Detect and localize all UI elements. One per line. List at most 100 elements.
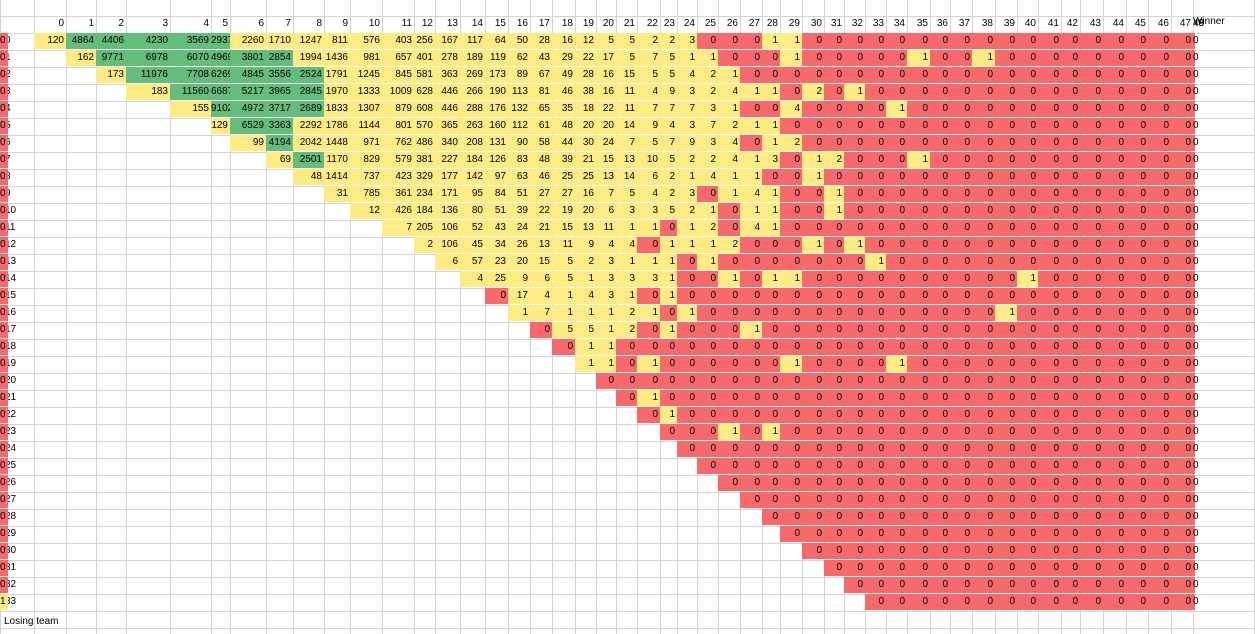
data-cell[interactable]: 6 — [637, 169, 660, 185]
data-cell[interactable]: 0 — [1038, 237, 1061, 253]
data-cell[interactable]: 0 — [762, 101, 780, 117]
data-cell[interactable]: 0 — [1126, 237, 1148, 253]
data-cell[interactable]: 423 — [382, 169, 414, 185]
data-cell[interactable]: 0 — [1148, 169, 1171, 185]
data-cell[interactable]: 0 — [1103, 271, 1126, 287]
data-cell[interactable]: 0 — [1193, 50, 1199, 66]
data-cell[interactable]: 0 — [1061, 407, 1080, 423]
data-cell[interactable]: 3965 — [266, 84, 293, 100]
data-cell[interactable]: 1170 — [324, 152, 350, 168]
data-cell[interactable]: 0 — [824, 424, 844, 440]
data-cell[interactable]: 0 — [865, 305, 886, 321]
data-cell[interactable]: 0 — [950, 390, 972, 406]
data-cell[interactable]: 0 — [1038, 594, 1061, 610]
data-cell[interactable]: 0 — [0, 560, 8, 576]
data-cell[interactable]: 0 — [1080, 373, 1103, 389]
data-cell[interactable]: 1 — [740, 169, 762, 185]
data-cell[interactable]: 106 — [435, 237, 460, 253]
data-cell[interactable]: 0 — [844, 186, 865, 202]
data-cell[interactable]: 0 — [677, 356, 697, 372]
data-cell[interactable]: 0 — [1038, 254, 1061, 270]
data-cell[interactable]: 0 — [0, 33, 8, 49]
data-cell[interactable]: 0 — [930, 101, 950, 117]
data-cell[interactable]: 142 — [460, 169, 485, 185]
data-cell[interactable]: 0 — [824, 118, 844, 134]
data-cell[interactable]: 0 — [886, 577, 907, 593]
data-cell[interactable]: 0 — [886, 271, 907, 287]
data-cell[interactable]: 1 — [718, 271, 740, 287]
data-cell[interactable]: 0 — [865, 50, 886, 66]
data-cell[interactable]: 0 — [1171, 305, 1193, 321]
data-cell[interactable]: 5 — [660, 152, 677, 168]
data-cell[interactable]: 43 — [485, 220, 508, 236]
data-cell[interactable]: 0 — [0, 577, 8, 593]
data-cell[interactable]: 0 — [1061, 305, 1080, 321]
data-cell[interactable]: 0 — [972, 220, 995, 236]
data-cell[interactable]: 576 — [350, 33, 382, 49]
data-cell[interactable]: 762 — [382, 135, 414, 151]
data-cell[interactable]: 0 — [1148, 271, 1171, 287]
data-cell[interactable]: 0 — [616, 356, 637, 372]
data-cell[interactable]: 0 — [762, 407, 780, 423]
data-cell[interactable]: 30 — [575, 135, 596, 151]
data-cell[interactable]: 0 — [1061, 424, 1080, 440]
data-cell[interactable]: 0 — [740, 390, 762, 406]
data-cell[interactable]: 0 — [780, 407, 802, 423]
data-cell[interactable]: 0 — [907, 305, 930, 321]
data-cell[interactable]: 1 — [886, 356, 907, 372]
data-cell[interactable]: 0 — [886, 526, 907, 542]
data-cell[interactable]: 0 — [1126, 254, 1148, 270]
data-cell[interactable]: 0 — [950, 577, 972, 593]
data-cell[interactable]: 1 — [865, 254, 886, 270]
data-cell[interactable]: 0 — [930, 305, 950, 321]
data-cell[interactable]: 1 — [740, 152, 762, 168]
data-cell[interactable]: 0 — [802, 390, 824, 406]
data-cell[interactable]: 0 — [950, 33, 972, 49]
data-cell[interactable]: 0 — [1061, 135, 1080, 151]
data-cell[interactable]: 2 — [637, 33, 660, 49]
data-cell[interactable]: 628 — [414, 84, 435, 100]
data-cell[interactable]: 0 — [1103, 118, 1126, 134]
data-cell[interactable]: 0 — [930, 594, 950, 610]
data-cell[interactable]: 0 — [930, 560, 950, 576]
data-cell[interactable]: 0 — [1080, 33, 1103, 49]
data-cell[interactable]: 0 — [1103, 407, 1126, 423]
data-cell[interactable]: 0 — [865, 509, 886, 525]
data-cell[interactable]: 0 — [1148, 339, 1171, 355]
data-cell[interactable]: 0 — [1148, 492, 1171, 508]
data-cell[interactable]: 0 — [1148, 475, 1171, 491]
data-cell[interactable]: 1 — [972, 50, 995, 66]
data-cell[interactable]: 0 — [1061, 186, 1080, 202]
data-cell[interactable]: 0 — [824, 441, 844, 457]
data-cell[interactable]: 0 — [1038, 101, 1061, 117]
data-cell[interactable]: 0 — [660, 373, 677, 389]
data-cell[interactable]: 205 — [414, 220, 435, 236]
data-cell[interactable]: 0 — [740, 305, 762, 321]
data-cell[interactable]: 0 — [995, 322, 1017, 338]
data-cell[interactable]: 0 — [1193, 407, 1199, 423]
data-cell[interactable]: 0 — [1061, 169, 1080, 185]
data-cell[interactable]: 0 — [1171, 356, 1193, 372]
data-cell[interactable]: 657 — [382, 50, 414, 66]
data-cell[interactable]: 0 — [865, 101, 886, 117]
data-cell[interactable]: 1 — [575, 339, 596, 355]
data-cell[interactable]: 0 — [950, 441, 972, 457]
data-cell[interactable]: 0 — [0, 509, 8, 525]
data-cell[interactable]: 0 — [950, 135, 972, 151]
data-cell[interactable]: 16 — [596, 67, 616, 83]
data-cell[interactable]: 9102 — [211, 101, 233, 117]
data-cell[interactable]: 3 — [637, 271, 660, 287]
data-cell[interactable]: 0 — [1080, 407, 1103, 423]
data-cell[interactable]: 0 — [950, 526, 972, 542]
data-cell[interactable]: 0 — [824, 135, 844, 151]
data-cell[interactable]: 131 — [485, 135, 508, 151]
data-cell[interactable]: 7 — [596, 186, 616, 202]
data-cell[interactable]: 11 — [596, 220, 616, 236]
data-cell[interactable]: 0 — [844, 424, 865, 440]
data-cell[interactable]: 9 — [637, 118, 660, 134]
data-cell[interactable]: 1 — [637, 305, 660, 321]
data-cell[interactable]: 0 — [0, 118, 8, 134]
data-cell[interactable]: 1 — [660, 322, 677, 338]
data-cell[interactable]: 1 — [616, 288, 637, 304]
data-cell[interactable]: 0 — [1103, 543, 1126, 559]
